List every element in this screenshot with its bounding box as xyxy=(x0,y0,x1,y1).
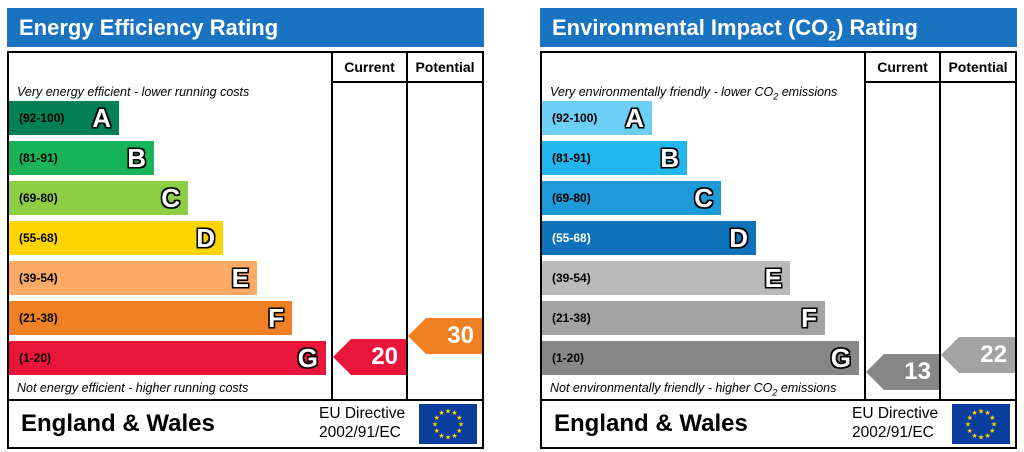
band-d: (55-68) D xyxy=(9,221,223,255)
band-a: (92-100) A xyxy=(9,101,119,135)
star-icon: ★ xyxy=(434,427,440,435)
country-label: England & Wales xyxy=(21,410,215,437)
band-b: (81-91) B xyxy=(9,141,154,175)
star-icon: ★ xyxy=(434,414,440,422)
band-e: (39-54) E xyxy=(542,261,790,295)
directive-label: EU Directive 2002/91/EC xyxy=(319,405,406,441)
star-icon: ★ xyxy=(989,414,995,422)
potential-rating-arrow: 22 xyxy=(941,337,1015,373)
top-note: Very energy efficient - lower running co… xyxy=(17,85,250,99)
band-letter: C xyxy=(161,183,180,213)
band-range-label: (1-20) xyxy=(552,351,585,365)
star-icon: ★ xyxy=(965,421,971,429)
band-letter: A xyxy=(92,103,111,133)
band-letter: A xyxy=(625,103,644,133)
panel-title: Energy Efficiency Rating xyxy=(7,8,484,47)
footer: England & Wales EU Directive 2002/91/EC … xyxy=(540,401,1017,449)
star-icon: ★ xyxy=(456,427,462,435)
band-letter: C xyxy=(694,183,713,213)
star-icon: ★ xyxy=(451,432,457,440)
band-letter: D xyxy=(729,223,748,253)
current-rating-arrow: 13 xyxy=(866,354,939,390)
band-c: (69-80) C xyxy=(542,181,721,215)
potential-rating-arrow: 30 xyxy=(408,318,482,354)
column-divider xyxy=(939,53,941,399)
header-divider xyxy=(331,81,482,83)
star-icon: ★ xyxy=(989,427,995,435)
eu-flag-icon: ★ ★ ★ ★ ★ ★ ★ ★ ★ ★ ★ ★ xyxy=(952,404,1010,444)
band-range-label: (92-100) xyxy=(552,111,598,125)
rating-table: Current Potential Very environmentally f… xyxy=(540,51,1017,401)
band-letter: E xyxy=(764,263,782,293)
star-icon: ★ xyxy=(991,421,997,429)
star-icon: ★ xyxy=(445,434,451,442)
top-note: Very environmentally friendly - lower CO… xyxy=(550,85,838,102)
band-range-label: (55-68) xyxy=(19,231,58,245)
star-icon: ★ xyxy=(978,408,984,416)
band-range-label: (81-91) xyxy=(552,151,591,165)
current-column-header: Current xyxy=(877,59,928,75)
star-icon: ★ xyxy=(438,432,444,440)
band-range-label: (81-91) xyxy=(19,151,58,165)
panel-title: Environmental Impact (CO2) Rating xyxy=(540,8,1017,47)
band-range-label: (92-100) xyxy=(19,111,65,125)
star-icon: ★ xyxy=(984,432,990,440)
star-icon: ★ xyxy=(971,432,977,440)
star-icon: ★ xyxy=(451,409,457,417)
band-range-label: (1-20) xyxy=(19,351,52,365)
star-icon: ★ xyxy=(984,409,990,417)
rating-table: Current Potential Very energy efficient … xyxy=(7,51,484,401)
column-divider xyxy=(864,53,866,399)
band-g: (1-20) G xyxy=(542,341,859,375)
band-letter: E xyxy=(231,263,249,293)
band-range-label: (21-38) xyxy=(19,311,58,325)
star-icon: ★ xyxy=(967,414,973,422)
energy-efficiency-panel: Energy Efficiency Rating Current Potenti… xyxy=(7,0,484,452)
band-letter: F xyxy=(801,303,817,333)
star-icon: ★ xyxy=(456,414,462,422)
band-f: (21-38) F xyxy=(9,301,292,335)
country-label: England & Wales xyxy=(554,410,748,437)
band-range-label: (55-68) xyxy=(552,231,591,245)
band-f: (21-38) F xyxy=(542,301,825,335)
star-icon: ★ xyxy=(967,427,973,435)
header-divider xyxy=(864,81,1015,83)
current-column-header: Current xyxy=(344,59,395,75)
footer: England & Wales EU Directive 2002/91/EC … xyxy=(7,401,484,449)
band-c: (69-80) C xyxy=(9,181,188,215)
band-letter: B xyxy=(660,143,679,173)
band-letter: G xyxy=(297,343,318,373)
current-rating-arrow: 20 xyxy=(333,339,406,375)
band-b: (81-91) B xyxy=(542,141,687,175)
potential-column-header: Potential xyxy=(948,59,1008,75)
band-range-label: (39-54) xyxy=(19,271,58,285)
eu-flag-icon: ★ ★ ★ ★ ★ ★ ★ ★ ★ ★ ★ ★ xyxy=(419,404,477,444)
column-divider xyxy=(331,53,333,399)
column-divider xyxy=(406,53,408,399)
star-icon: ★ xyxy=(432,421,438,429)
star-icon: ★ xyxy=(971,409,977,417)
band-letter: D xyxy=(196,223,215,253)
environmental-impact-panel: Environmental Impact (CO2) Rating Curren… xyxy=(540,0,1017,452)
bottom-note: Not energy efficient - higher running co… xyxy=(17,381,249,395)
band-letter: G xyxy=(830,343,851,373)
bottom-note: Not environmentally friendly - higher CO… xyxy=(550,381,837,398)
band-letter: B xyxy=(127,143,146,173)
star-icon: ★ xyxy=(978,434,984,442)
band-g: (1-20) G xyxy=(9,341,326,375)
band-range-label: (69-80) xyxy=(552,191,591,205)
band-range-label: (69-80) xyxy=(19,191,58,205)
band-a: (92-100) A xyxy=(542,101,652,135)
band-range-label: (39-54) xyxy=(552,271,591,285)
band-range-label: (21-38) xyxy=(552,311,591,325)
star-icon: ★ xyxy=(458,421,464,429)
potential-column-header: Potential xyxy=(415,59,475,75)
band-d: (55-68) D xyxy=(542,221,756,255)
star-icon: ★ xyxy=(445,408,451,416)
directive-label: EU Directive 2002/91/EC xyxy=(852,405,939,441)
band-letter: F xyxy=(268,303,284,333)
star-icon: ★ xyxy=(438,409,444,417)
band-e: (39-54) E xyxy=(9,261,257,295)
